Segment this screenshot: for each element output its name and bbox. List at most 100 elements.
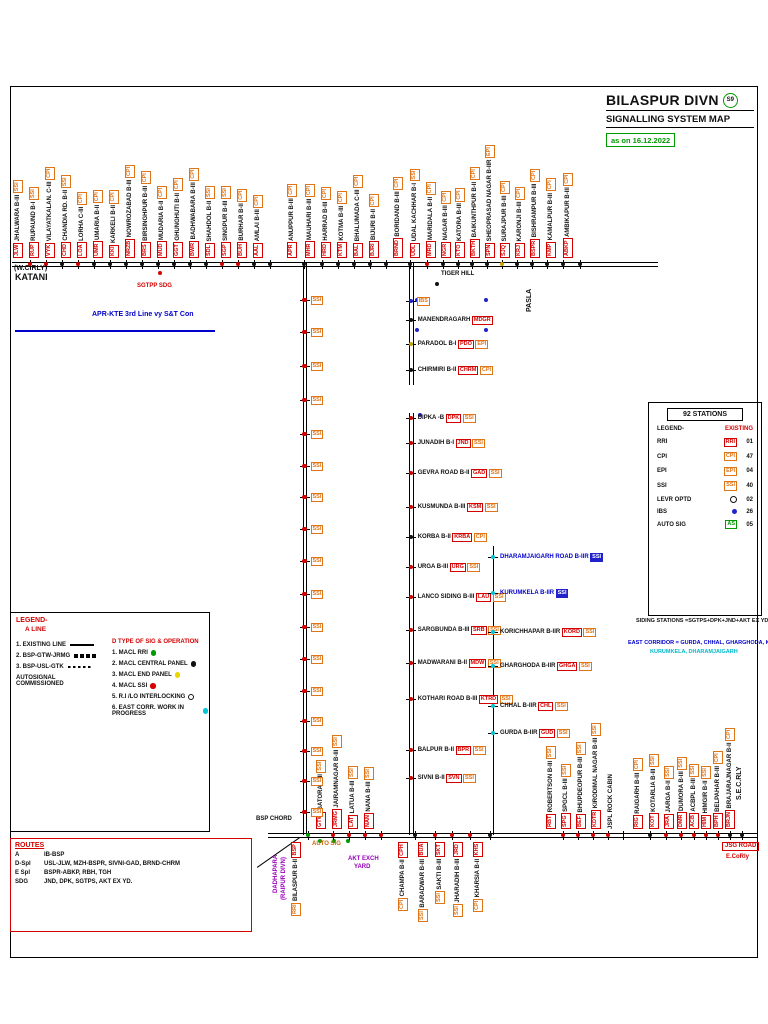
code-badge: VYK: [45, 242, 55, 258]
code-badge: RIG: [633, 815, 643, 829]
code-badge: KRBA: [452, 533, 473, 543]
code-badge: SGP: [221, 242, 231, 258]
rail-line: [12, 262, 658, 264]
signal-dot: [302, 463, 307, 469]
station-label: LOA LORHA C-III CPI: [76, 192, 88, 258]
code-badge: MUD: [157, 241, 167, 258]
station-name: KOTMA B-III: [339, 205, 345, 241]
station-name: BARADWAR B-III: [420, 858, 426, 908]
station-label: APR ANUPPUR B-III CPI: [286, 183, 298, 258]
sig-badge: SSI: [561, 763, 571, 777]
route-key: D-Spl: [15, 861, 31, 867]
stations-count-title: 92 STATIONS: [667, 408, 743, 421]
code-badge: SKT: [435, 842, 445, 858]
station-name: BURHAR B-II: [239, 203, 245, 241]
routes-rows: A IB-BSP D-Spl USL-JLW, MZH-BSPR, SIVNI-GAD…: [15, 852, 247, 885]
station-row: CHIRMIRI B-II CHRM CPI: [418, 366, 494, 376]
sig-type-dot: [150, 683, 156, 689]
station-name: DHARAMJAIGARH ROAD B-IIR: [500, 554, 589, 561]
code-badge: KTM: [337, 242, 347, 258]
station-count-symbol: [730, 496, 737, 504]
station-name: HIMGIR B-II: [703, 780, 709, 814]
station-name: JHARADIH B-III: [455, 858, 461, 903]
station-name: BRAJARAJNAGAR B-II: [727, 742, 733, 809]
signal-dot: [378, 832, 384, 838]
station-label: KURUMKELA B-IIR SSI: [500, 589, 569, 599]
station-name: BISHRAMPUR B-III: [532, 183, 538, 238]
sig-badge: CPI: [725, 727, 735, 741]
station-row: JUNADIH B-I JND SSI: [417, 439, 485, 449]
station-name: ACBPL B-III: [691, 778, 697, 812]
route-value: JND, DPK, SGTPS, AKT EX YD.: [44, 879, 133, 885]
station-count-label: IBS: [657, 508, 668, 515]
signal-dot: [408, 298, 413, 304]
sig-badge: CPI: [305, 183, 315, 198]
line-legend-box: LEGEND- A LINE 1. EXISTING LINE 2. BSP-GT…: [10, 612, 210, 832]
station-label: KMP KAMALPUR B-III CPI: [545, 178, 557, 258]
station-name: DIPKA -B: [417, 415, 445, 422]
signal-dot: [157, 270, 163, 276]
sig-badge: SSI: [499, 695, 513, 705]
sig-badge: SSI: [453, 904, 463, 917]
signal-dot: [467, 832, 473, 838]
station-row: GEVRA ROAD B-II GAD SSI: [418, 469, 502, 479]
station-label: GGT GHUNGHUTI B-II CPI: [172, 178, 184, 258]
station-row: MADWARANI B-II MDW SSI: [418, 659, 501, 669]
station-name: JUNADIH B-I: [417, 440, 455, 447]
station-count-symbol: [732, 509, 737, 515]
sig-badge: SSI: [310, 296, 324, 306]
station-label: MADWARANI B-II MDW SSI: [418, 659, 501, 669]
map-annotation: (W.C.RLY): [14, 265, 48, 272]
sig-badge: SSI: [677, 756, 687, 770]
sig-badge: SSI: [472, 746, 486, 756]
sig-badge: SSI: [310, 493, 324, 503]
station-count-value: 02: [746, 496, 753, 503]
station-label: GHARGHODA B-IIR GHGA SSI: [500, 662, 592, 672]
station-name: GHARGHODA B-IIR: [500, 663, 556, 670]
signal-dot: [362, 832, 368, 838]
sig-badge: CPI: [237, 188, 247, 202]
station-row: DHARAMJAIGARH ROAD B-IIR SSI: [500, 553, 604, 563]
code-badge: LAT: [348, 814, 358, 829]
station-label: SIVNI B-II SVN SSI: [418, 774, 476, 784]
sig-badge: EPI: [724, 466, 737, 476]
station-row: PARADOL B-I PDO EPI: [417, 340, 489, 350]
code-badge: BJRI: [369, 241, 379, 258]
station-count-row: AUTO SIG AS 05: [657, 520, 753, 530]
code-badge: CHRM: [457, 366, 479, 376]
signal-dot: [434, 281, 440, 287]
sig-badge: CPI: [253, 194, 263, 208]
sig-badge: SSI: [467, 563, 481, 573]
station-label: NRZB NOWROZABAD B-III CPI: [124, 164, 136, 258]
station-label: BEF BHUPDEOPUR B-III SSI: [575, 742, 587, 829]
station-label: MUD MUDARIA B-II CPI: [156, 185, 168, 258]
legend-item-label: 1. EXISTING LINE: [16, 642, 67, 648]
signal-dot: [75, 261, 81, 267]
code-badge: NAN: [364, 813, 374, 829]
signal-dot: [490, 730, 496, 736]
station-name: LORHA C-III: [79, 206, 85, 241]
code-badge: DMR: [677, 812, 687, 829]
stations-count-box: 92 STATIONS LEGEND- EXISTING RRI RRI 01 CPI…: [648, 402, 762, 616]
station-label: ABKP AMBIKAPUR B-III CPI: [562, 172, 574, 258]
station-row: KORICHHAPAR B-IIR KORD SSI: [500, 628, 597, 638]
map-annotation: AKT EXCH: [348, 856, 379, 862]
line-legend-items: 1. EXISTING LINE 2. BSP-GTW-JRMG 3. BSP-US…: [11, 637, 110, 717]
route-row: E Spl BSPR-ABKP, RBH, TGH: [15, 870, 247, 876]
station-label: RBT ROBERTSON B-III SSI: [545, 746, 557, 829]
signal-dot: [490, 663, 496, 669]
station-label: BKTH BAIKUNTHPUR B-II CPI: [469, 167, 481, 258]
station-label: JRA JARGA B-II SSI: [663, 765, 675, 829]
station-label: GURDA B-IIR GUD SSI: [500, 729, 570, 739]
sig-badge: SSI: [310, 590, 324, 600]
station-name: PARADOL B-I: [417, 341, 457, 348]
legend-item: 1. MACL RRI: [112, 650, 208, 656]
station-label: RRI BILASPUR B-II BSP: [290, 842, 302, 916]
division-badge: S9: [722, 92, 738, 108]
sig-badge: SSI: [418, 909, 428, 922]
legend-item: AUTOSIGNAL COMMISSIONED: [16, 675, 110, 687]
station-label: VYK VILAYATKALAN. C-III CPI: [44, 166, 56, 258]
station-label: AAL AMLAI B-III CPI: [252, 194, 264, 258]
station-name: RUPAUND B-I: [31, 201, 37, 241]
signal-dot: [408, 470, 413, 476]
